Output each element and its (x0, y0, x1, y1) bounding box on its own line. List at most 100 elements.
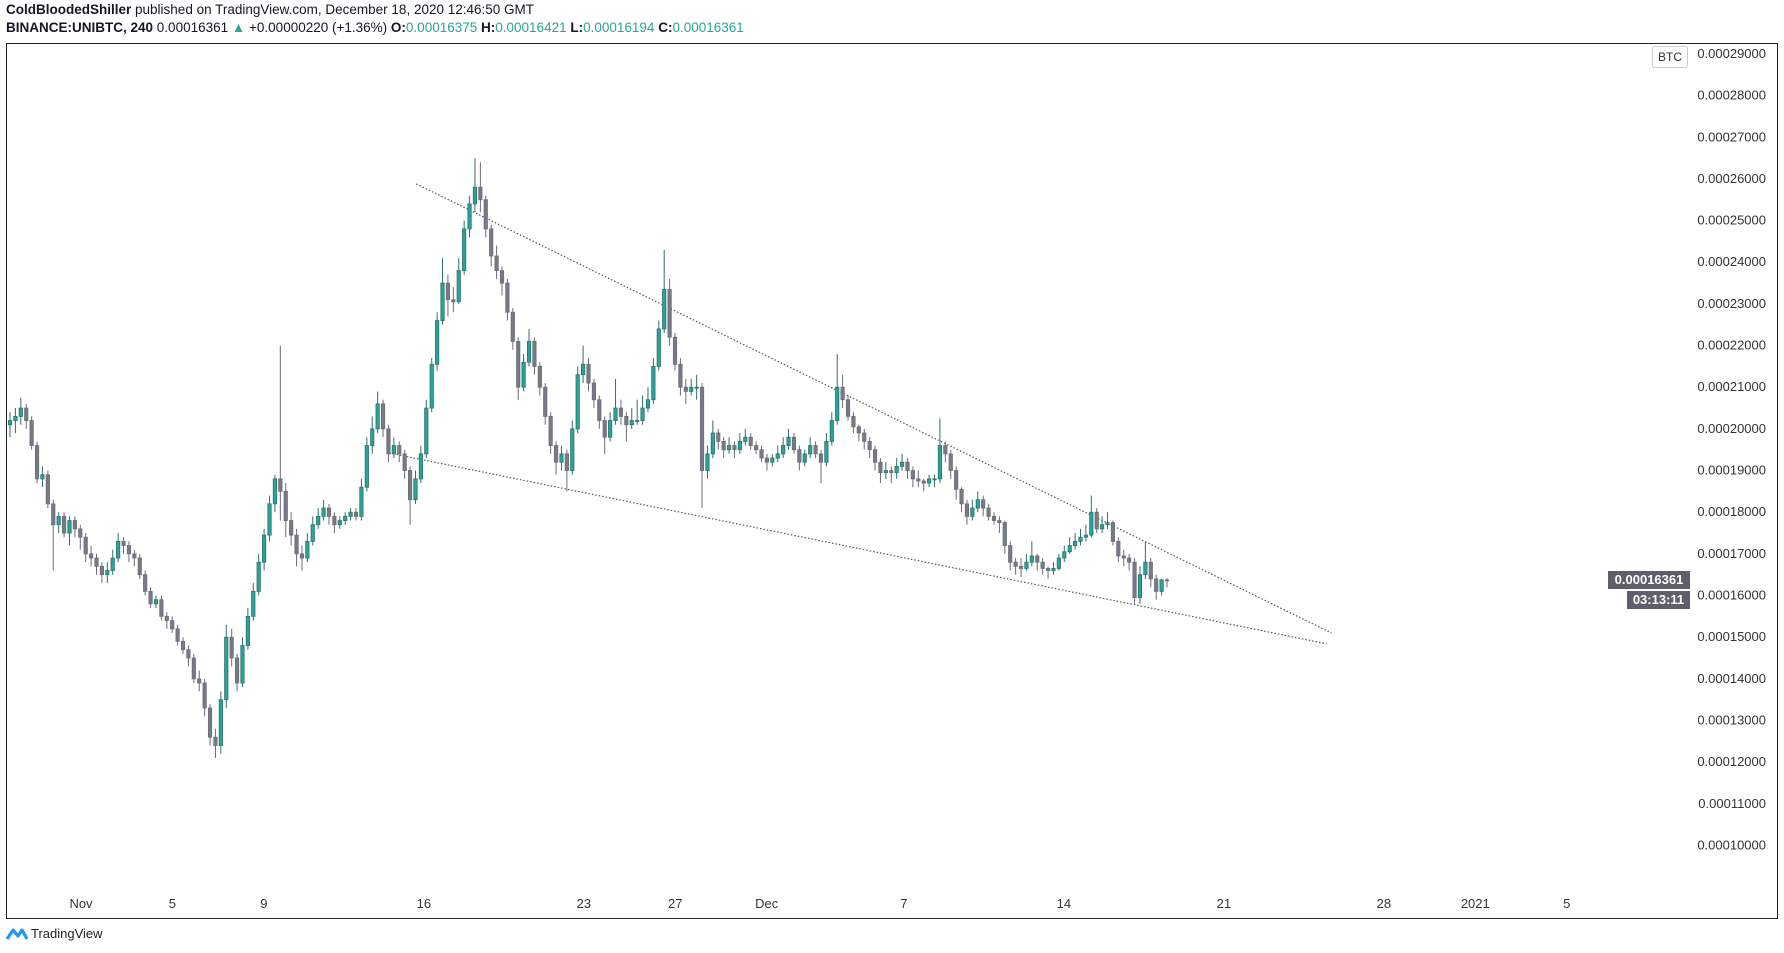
price-tick-label: 0.00015000 (1697, 629, 1766, 644)
candle (645, 387, 651, 413)
candle-body (997, 520, 1002, 524)
candle (121, 537, 126, 554)
currency-badge[interactable]: BTC (1652, 46, 1688, 68)
published-text: published on TradingView.com, December 1… (135, 2, 535, 17)
candle (18, 397, 23, 425)
candle-body (1067, 545, 1072, 553)
candle (94, 553, 99, 575)
candle (543, 383, 548, 425)
candle-body (516, 340, 521, 388)
candle-body (467, 203, 472, 230)
candle (705, 445, 710, 479)
candle (970, 499, 975, 521)
candle-body (207, 707, 213, 738)
candle-body (305, 540, 310, 559)
candle-body (1013, 561, 1018, 567)
candle-body (970, 507, 975, 517)
candle (132, 549, 137, 567)
candle (618, 399, 624, 425)
candle-body (726, 445, 732, 451)
candle-body (132, 553, 137, 559)
time-axis[interactable]: Nov 5 9 16 23 27 Dec 7 14 21 28 2021 5 (69, 896, 1570, 911)
candle (126, 541, 132, 563)
time-tick-label: 21 (1217, 896, 1231, 911)
candle (997, 516, 1002, 534)
candle-body (391, 445, 396, 455)
candle-body (197, 678, 202, 684)
candle-body (424, 407, 429, 455)
candle (370, 416, 375, 454)
candle (61, 512, 67, 538)
candle (375, 391, 380, 434)
candle (678, 358, 683, 396)
candle-body (234, 657, 240, 684)
author[interactable]: ColdBloodedShiller (6, 2, 132, 17)
candle (986, 503, 991, 521)
brand-text: TradingView (31, 926, 103, 941)
candle-body (640, 407, 645, 421)
candle-body (943, 445, 948, 455)
low-label: L: (570, 20, 584, 35)
candle (180, 637, 186, 654)
candle-body (159, 599, 164, 617)
candle (499, 266, 505, 296)
candle-body (797, 449, 802, 463)
candle (294, 528, 299, 567)
candle-body (872, 449, 878, 463)
candle-body (699, 386, 705, 471)
candle-body (472, 186, 478, 205)
candle (510, 308, 515, 350)
candle (889, 466, 894, 484)
price-axis[interactable]: 0.00010000 0.00011000 0.00012000 0.00013000… (1697, 46, 1766, 853)
candle-body (932, 478, 937, 481)
candle (51, 499, 56, 571)
candle-body (748, 436, 753, 446)
candle (862, 428, 867, 450)
candle (1154, 574, 1159, 600)
candle-body (294, 534, 299, 555)
candle (343, 512, 348, 525)
candle-body (229, 636, 234, 659)
candle (521, 353, 526, 392)
candle-body (894, 465, 899, 474)
candle (1127, 553, 1132, 571)
candle-body (1002, 522, 1007, 546)
candle (1008, 541, 1013, 571)
candle (883, 462, 888, 479)
candle (445, 274, 451, 317)
candle (364, 437, 369, 492)
candle (89, 545, 94, 567)
candle-body (835, 386, 840, 421)
candle (137, 553, 142, 579)
candle-body (754, 445, 759, 451)
candle-body (456, 270, 461, 303)
candle-body (1154, 578, 1159, 592)
publish-info: ColdBloodedShiller published on TradingV… (6, 2, 534, 18)
candle (743, 428, 748, 446)
candle (429, 358, 434, 413)
candle-body (586, 363, 591, 384)
candle-body (991, 515, 997, 521)
candle (251, 583, 256, 621)
candle-body (910, 470, 915, 480)
candle-body (1132, 561, 1137, 599)
candle (1078, 528, 1083, 546)
candle-body (716, 432, 721, 442)
candle-body (283, 490, 288, 521)
symbol: BINANCE:UNIBTC, 240 (6, 20, 154, 35)
candle-body (732, 445, 737, 451)
candle (775, 445, 780, 463)
candle-body (402, 453, 407, 471)
candle (910, 466, 915, 488)
candle-body (278, 478, 283, 492)
candle-body (143, 574, 148, 592)
price-tick-label: 0.00029000 (1697, 46, 1766, 61)
candle (1045, 566, 1051, 579)
candle-body (40, 474, 45, 480)
candle (1035, 553, 1040, 571)
candle (316, 508, 321, 529)
candle (894, 458, 899, 479)
candle-body (813, 445, 818, 455)
candle-body (1029, 555, 1034, 563)
